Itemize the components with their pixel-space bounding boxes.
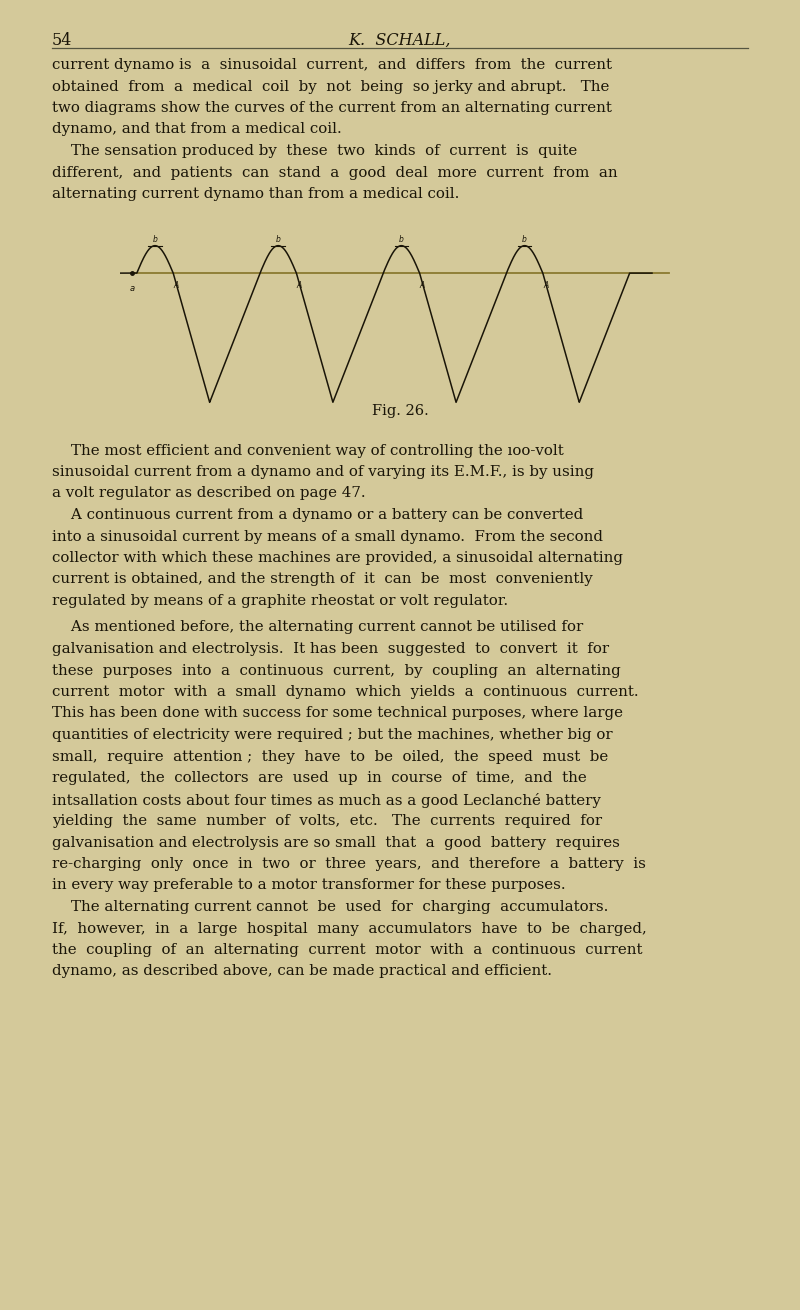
Text: in every way preferable to a motor transformer for these purposes.: in every way preferable to a motor trans…: [52, 879, 566, 892]
Text: into a sinusoidal current by means of a small dynamo.  From the second: into a sinusoidal current by means of a …: [52, 529, 603, 544]
Text: a: a: [130, 284, 135, 293]
Text: dynamo, as described above, can be made practical and efficient.: dynamo, as described above, can be made …: [52, 964, 552, 979]
Text: different,  and  patients  can  stand  a  good  deal  more  current  from  an: different, and patients can stand a good…: [52, 165, 618, 179]
Text: quantities of electricity were required ; but the machines, whether big or: quantities of electricity were required …: [52, 728, 613, 741]
Text: A continuous current from a dynamo or a battery can be converted: A continuous current from a dynamo or a …: [52, 508, 583, 521]
Text: alternating current dynamo than from a medical coil.: alternating current dynamo than from a m…: [52, 187, 459, 200]
Text: A: A: [174, 282, 178, 291]
Text: intsallation costs about four times as much as a good Leclanché battery: intsallation costs about four times as m…: [52, 793, 601, 807]
Text: galvanisation and electrolysis.  It has been  suggested  to  convert  it  for: galvanisation and electrolysis. It has b…: [52, 642, 609, 656]
Text: collector with which these machines are provided, a sinusoidal alternating: collector with which these machines are …: [52, 552, 623, 565]
Text: small,  require  attention ;  they  have  to  be  oiled,  the  speed  must  be: small, require attention ; they have to …: [52, 749, 608, 764]
Text: sinusoidal current from a dynamo and of varying its E.M.F., is by using: sinusoidal current from a dynamo and of …: [52, 465, 594, 479]
Text: The most efficient and convenient way of controlling the ıoo-volt: The most efficient and convenient way of…: [52, 444, 564, 457]
Text: b: b: [522, 234, 527, 244]
Text: dynamo, and that from a medical coil.: dynamo, and that from a medical coil.: [52, 123, 342, 136]
Text: The sensation produced by  these  two  kinds  of  current  is  quite: The sensation produced by these two kind…: [52, 144, 578, 159]
Text: b: b: [276, 234, 281, 244]
Text: these  purposes  into  a  continuous  current,  by  coupling  an  alternating: these purposes into a continuous current…: [52, 663, 621, 677]
Text: If,  however,  in  a  large  hospital  many  accumulators  have  to  be  charged: If, however, in a large hospital many ac…: [52, 921, 646, 935]
Text: A: A: [543, 282, 548, 291]
Text: the  coupling  of  an  alternating  current  motor  with  a  continuous  current: the coupling of an alternating current m…: [52, 943, 642, 958]
Text: re-charging  only  once  in  two  or  three  years,  and  therefore  a  battery : re-charging only once in two or three ye…: [52, 857, 646, 871]
Text: obtained  from  a  medical  coil  by  not  being  so jerky and abrupt.   The: obtained from a medical coil by not bein…: [52, 80, 610, 93]
Text: current  motor  with  a  small  dynamo  which  yields  a  continuous  current.: current motor with a small dynamo which …: [52, 685, 638, 700]
Text: A: A: [297, 282, 302, 291]
Text: Fig. 26.: Fig. 26.: [372, 405, 428, 418]
Text: This has been done with success for some technical purposes, where large: This has been done with success for some…: [52, 706, 623, 720]
Text: b: b: [399, 234, 404, 244]
Text: 54: 54: [52, 31, 72, 48]
Text: current is obtained, and the strength of  it  can  be  most  conveniently: current is obtained, and the strength of…: [52, 572, 593, 587]
Text: A: A: [420, 282, 425, 291]
Text: regulated,  the  collectors  are  used  up  in  course  of  time,  and  the: regulated, the collectors are used up in…: [52, 772, 586, 785]
Text: The alternating current cannot  be  used  for  charging  accumulators.: The alternating current cannot be used f…: [52, 900, 608, 914]
Text: As mentioned before, the alternating current cannot be utilised for: As mentioned before, the alternating cur…: [52, 621, 583, 634]
Text: current dynamo is  a  sinusoidal  current,  and  differs  from  the  current: current dynamo is a sinusoidal current, …: [52, 58, 612, 72]
Text: b: b: [153, 234, 158, 244]
Text: K.  SCHALL,: K. SCHALL,: [349, 31, 451, 48]
Text: a volt regulator as described on page 47.: a volt regulator as described on page 47…: [52, 486, 366, 500]
Text: regulated by means of a graphite rheostat or volt regulator.: regulated by means of a graphite rheosta…: [52, 593, 508, 608]
Text: galvanisation and electrolysis are so small  that  a  good  battery  requires: galvanisation and electrolysis are so sm…: [52, 836, 620, 849]
Text: yielding  the  same  number  of  volts,  etc.   The  currents  required  for: yielding the same number of volts, etc. …: [52, 814, 602, 828]
Text: two diagrams show the curves of the current from an alternating current: two diagrams show the curves of the curr…: [52, 101, 612, 115]
